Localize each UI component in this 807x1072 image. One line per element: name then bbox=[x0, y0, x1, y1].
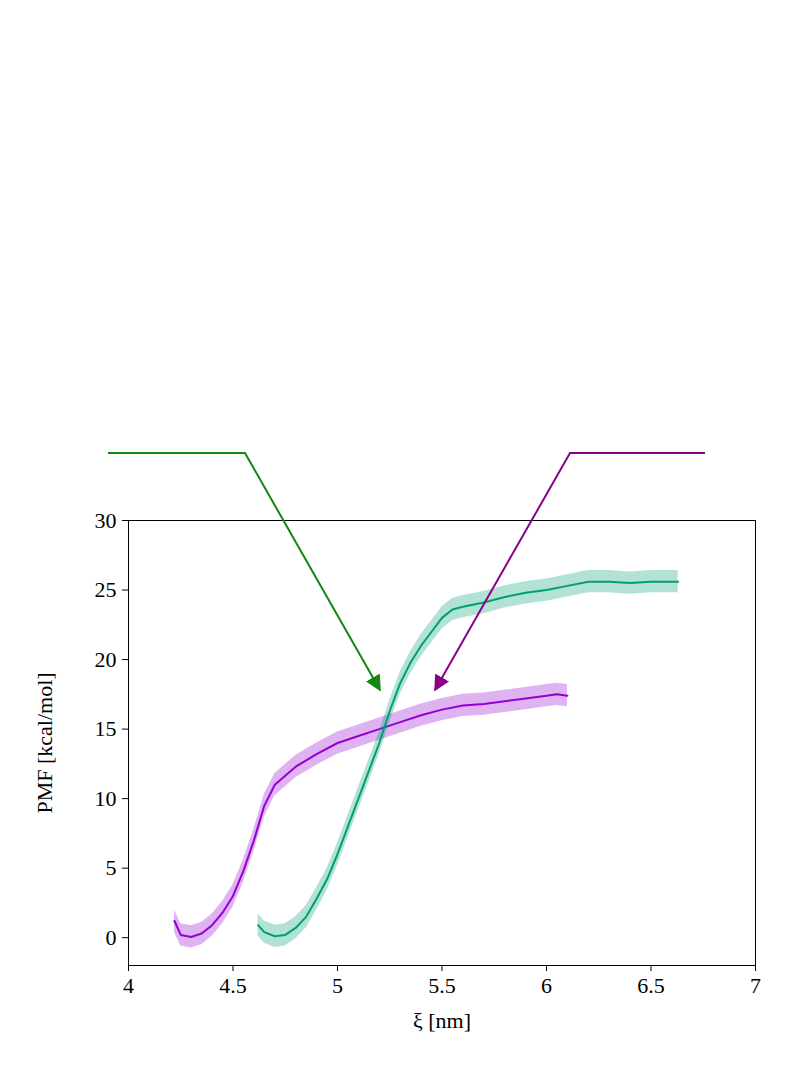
svg-text:25: 25 bbox=[95, 577, 117, 602]
svg-text:5: 5 bbox=[332, 973, 343, 998]
svg-text:4: 4 bbox=[123, 973, 134, 998]
svg-text:5.5: 5.5 bbox=[428, 973, 456, 998]
svg-text:30: 30 bbox=[95, 508, 117, 533]
svg-text:0: 0 bbox=[106, 925, 117, 950]
svg-text:10: 10 bbox=[95, 786, 117, 811]
svg-text:6: 6 bbox=[541, 973, 552, 998]
svg-text:5: 5 bbox=[106, 855, 117, 880]
svg-text:6.5: 6.5 bbox=[637, 973, 665, 998]
svg-text:PMF [kcal/mol]: PMF [kcal/mol] bbox=[32, 672, 57, 813]
svg-text:ξ [nm]: ξ [nm] bbox=[413, 1008, 471, 1033]
svg-text:20: 20 bbox=[95, 647, 117, 672]
svg-text:7: 7 bbox=[750, 973, 761, 998]
svg-text:4.5: 4.5 bbox=[219, 973, 247, 998]
svg-text:15: 15 bbox=[95, 716, 117, 741]
